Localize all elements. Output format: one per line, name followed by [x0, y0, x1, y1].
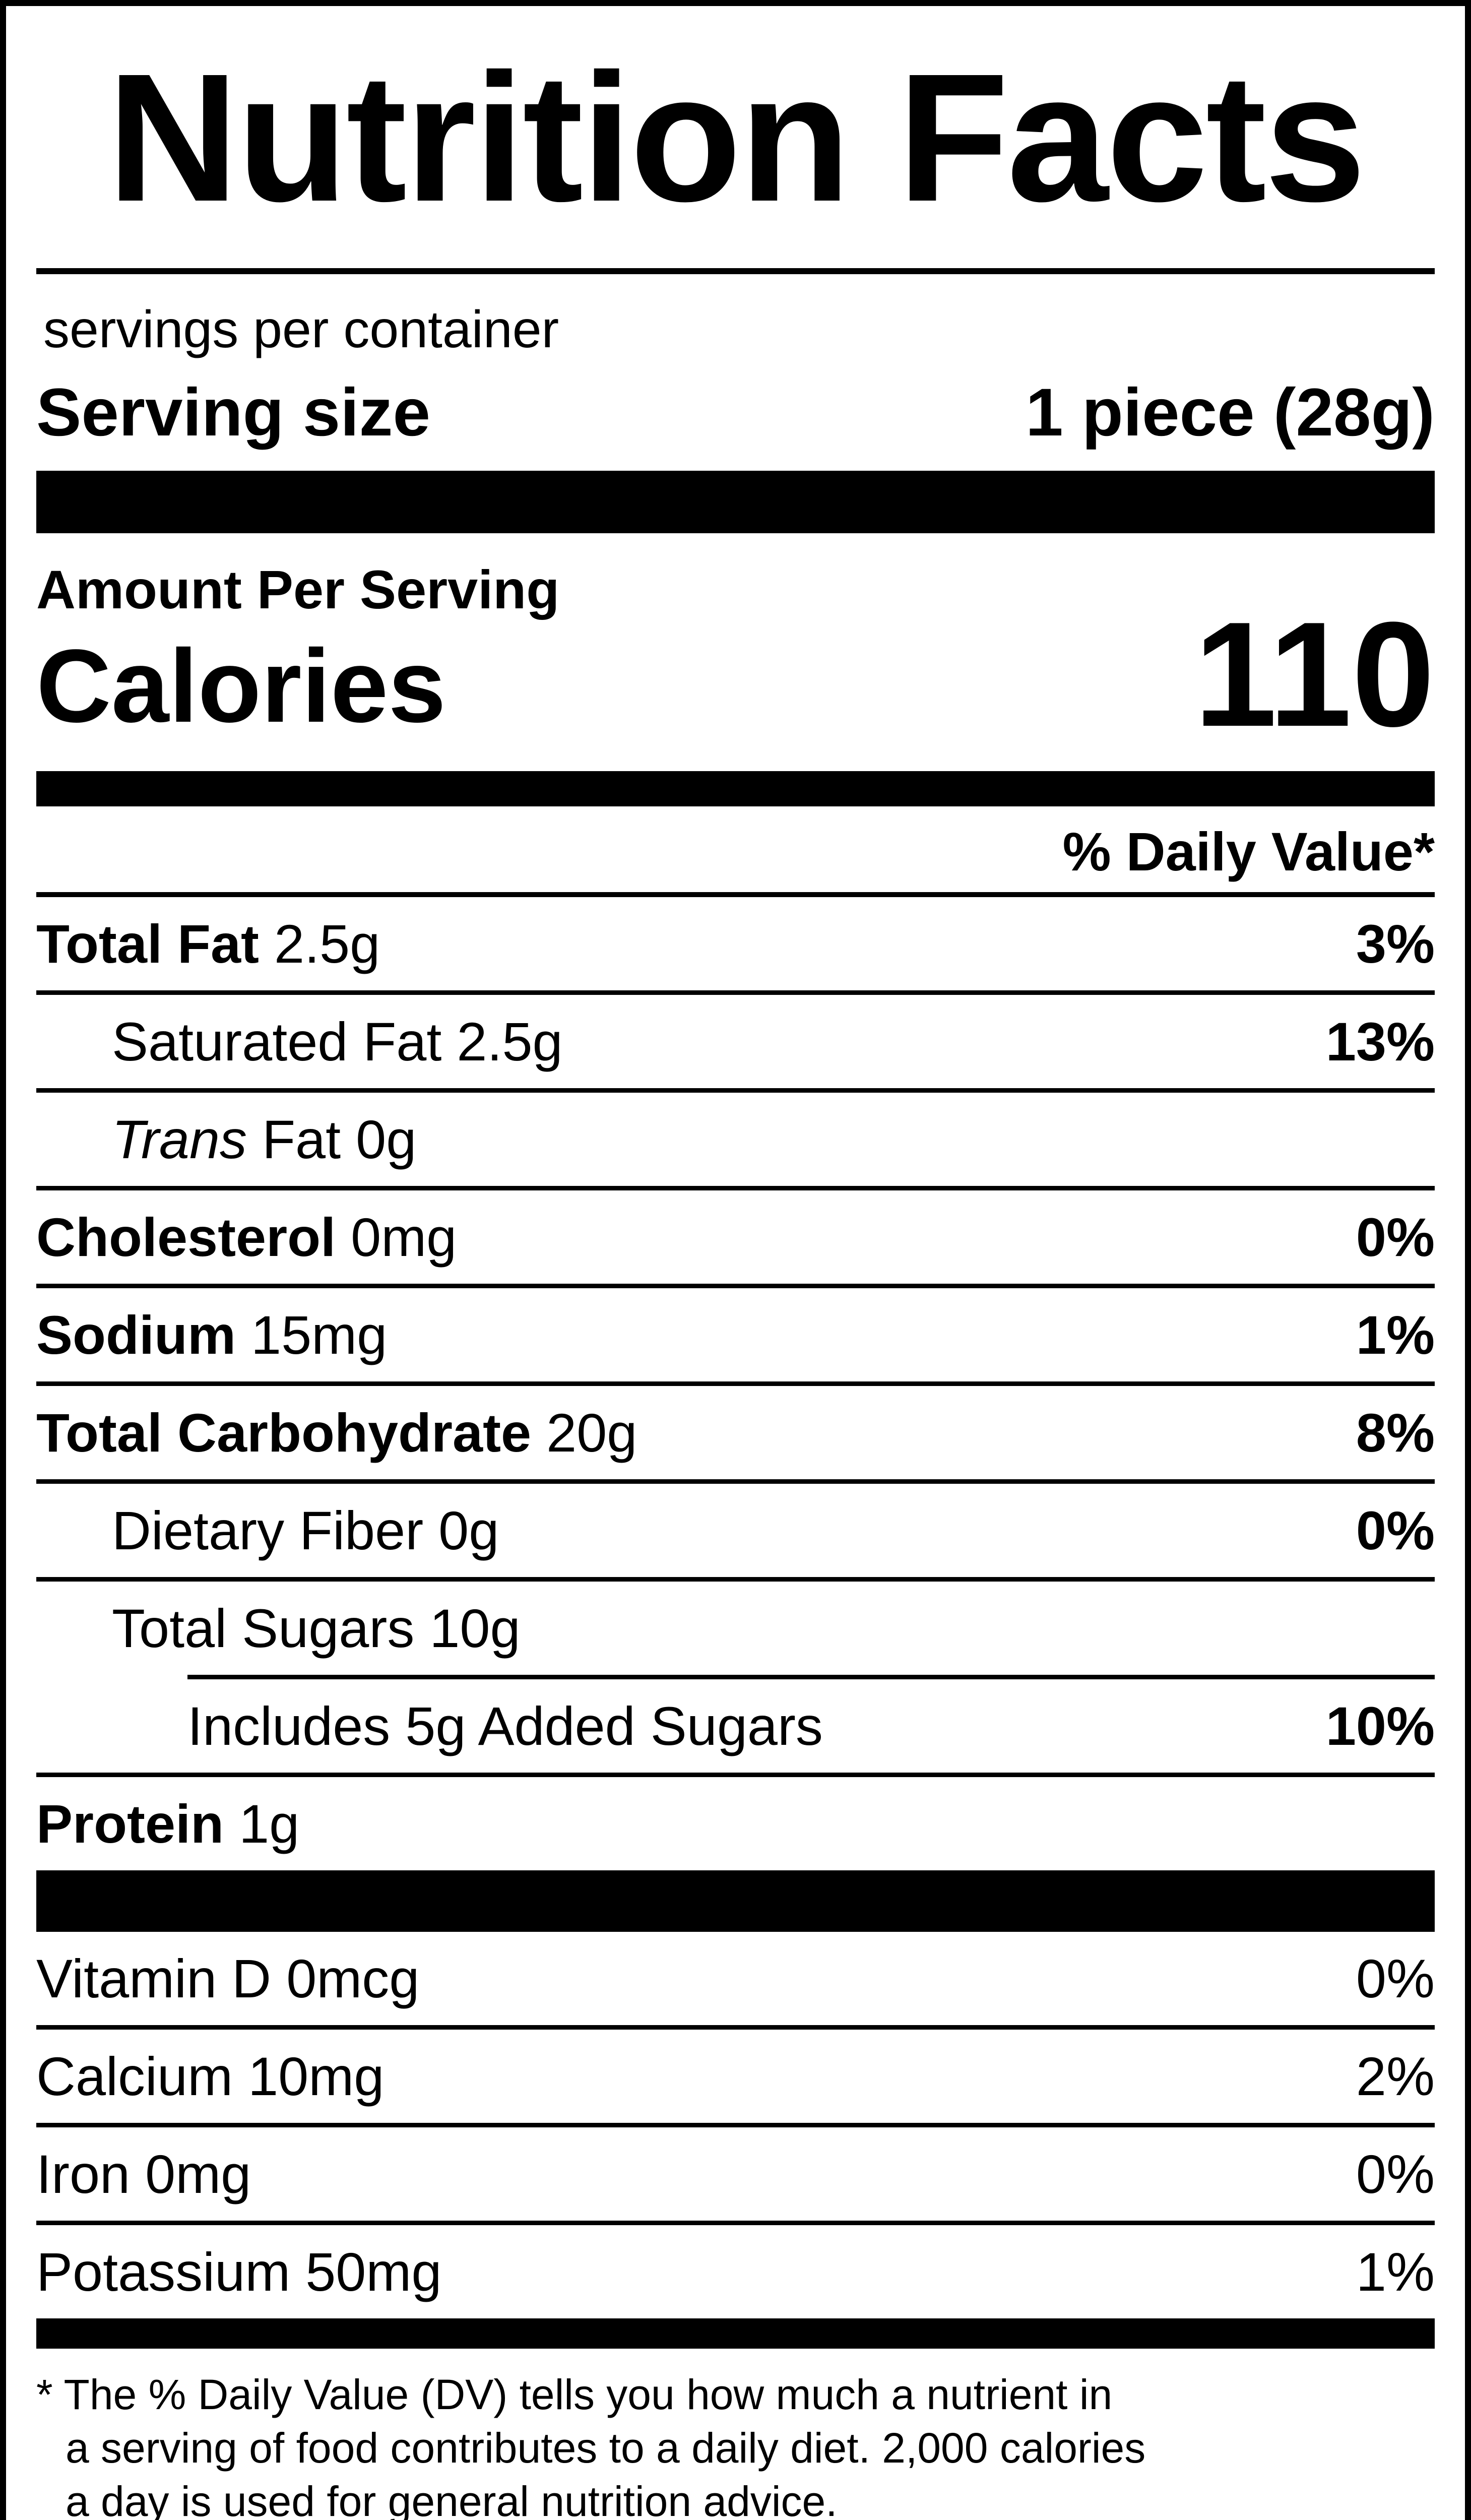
footnote-line: a day is used for general nutrition advi…	[66, 2478, 838, 2520]
serving-size-value: 1 piece (28g)	[1026, 375, 1435, 450]
nutrient-row-protein: Protein 1g	[36, 1777, 1435, 1870]
nutrient-amount: 0g	[438, 1500, 499, 1561]
nutrient-name: Includes 5g Added Sugars	[187, 1695, 823, 1756]
nutrient-row-total-sugars: Total Sugars 10g	[36, 1582, 1435, 1675]
daily-value-percent: 8%	[1356, 1402, 1435, 1463]
nutrient-name: Protein	[36, 1793, 224, 1854]
serving-size-row: Serving size 1 piece (28g)	[36, 375, 1435, 451]
nutrient-row-sodium: Sodium 15mg 1%	[36, 1288, 1435, 1386]
daily-value-percent: 0%	[1356, 1207, 1435, 1268]
nutrient-name: Saturated Fat	[112, 1011, 442, 1072]
nutrient-amount: 10g	[429, 1598, 521, 1659]
nutrient-name: Total Sugars	[112, 1598, 415, 1659]
calories-value: 110	[1194, 591, 1435, 758]
daily-value-percent: 1%	[1356, 2241, 1435, 2302]
daily-value-percent: 0%	[1356, 2144, 1435, 2204]
nutrient-amount: 0mg	[145, 2144, 251, 2204]
nutrient-name-italic: Trans	[112, 1109, 247, 1170]
nutrient-name: Iron	[36, 2144, 131, 2204]
micronutrient-row-vitamin-d: Vitamin D 0mcg 0%	[36, 1932, 1435, 2030]
daily-value-percent: 0%	[1356, 1500, 1435, 1561]
daily-value-percent: 0%	[1356, 1948, 1435, 2009]
footnote-line: * The % Daily Value (DV) tells you how m…	[36, 2371, 1113, 2418]
micronutrient-row-calcium: Calcium 10mg 2%	[36, 2030, 1435, 2127]
footnote: * The % Daily Value (DV) tells you how m…	[36, 2368, 1435, 2520]
label-title: Nutrition Facts	[107, 35, 1366, 239]
nutrient-name: Potassium	[36, 2241, 291, 2302]
nutrient-amount: 0mg	[351, 1207, 457, 1268]
nutrient-row-cholesterol: Cholesterol 0mg 0%	[36, 1190, 1435, 1288]
footnote-line: a serving of food contributes to a daily…	[66, 2424, 1146, 2472]
nutrient-amount: 2.5g	[457, 1011, 563, 1072]
nutrient-amount: 50mg	[305, 2241, 442, 2302]
serving-size-label: Serving size	[36, 375, 431, 450]
footnote-separator-bar	[36, 2318, 1435, 2349]
nutrient-row-saturated-fat: Saturated Fat 2.5g 13%	[36, 995, 1435, 1093]
medium-separator-bar	[36, 771, 1435, 806]
nutrient-row-total-carbohydrate: Total Carbohydrate 20g 8%	[36, 1386, 1435, 1484]
daily-value-percent: 3%	[1356, 913, 1435, 974]
nutrient-name: Fat	[262, 1109, 341, 1170]
daily-value-header: % Daily Value*	[1062, 821, 1435, 882]
nutrient-name: Calcium	[36, 2046, 233, 2107]
calories-row: Calories 110	[36, 600, 1435, 749]
thick-separator-bar	[36, 471, 1435, 533]
title-rule	[36, 268, 1435, 274]
title-block: Nutrition Facts	[36, 6, 1435, 268]
nutrient-name: Dietary Fiber	[112, 1500, 424, 1561]
nutrient-name: Vitamin D	[36, 1948, 272, 2009]
micronutrient-row-iron: Iron 0mg 0%	[36, 2127, 1435, 2225]
daily-value-percent: 13%	[1325, 1011, 1435, 1072]
nutrient-row-trans-fat: Trans Fat 0g	[36, 1093, 1435, 1190]
nutrient-amount: 10mg	[248, 2046, 385, 2107]
nutrient-name: Cholesterol	[36, 1207, 336, 1268]
nutrient-amount: 2.5g	[274, 913, 380, 974]
nutrient-row-total-fat: Total Fat 2.5g 3%	[36, 897, 1435, 995]
daily-value-percent: 10%	[1325, 1695, 1435, 1756]
nutrient-amount: 0g	[356, 1109, 417, 1170]
nutrient-amount: 15mg	[251, 1304, 388, 1365]
thick-separator-bar	[36, 1870, 1435, 1932]
nutrient-name: Sodium	[36, 1304, 236, 1365]
nutrient-amount: 1g	[239, 1793, 300, 1854]
daily-value-percent: 2%	[1356, 2046, 1435, 2107]
nutrient-name: Total Carbohydrate	[36, 1402, 532, 1463]
micronutrient-row-potassium: Potassium 50mg 1%	[36, 2225, 1435, 2318]
nutrient-row-added-sugars: Includes 5g Added Sugars 10%	[36, 1679, 1435, 1777]
nutrient-amount: 0mcg	[286, 1948, 420, 2009]
nutrient-amount: 20g	[546, 1402, 637, 1463]
daily-value-percent: 1%	[1356, 1304, 1435, 1365]
indented-separator	[187, 1675, 1435, 1679]
calories-label: Calories	[36, 628, 446, 744]
nutrient-row-dietary-fiber: Dietary Fiber 0g 0%	[36, 1484, 1435, 1582]
amount-per-serving-label: Amount Per Serving	[36, 559, 560, 620]
header-rule	[36, 892, 1435, 897]
servings-per-container: servings per container	[43, 300, 559, 359]
nutrient-name: Total Fat	[36, 913, 259, 974]
